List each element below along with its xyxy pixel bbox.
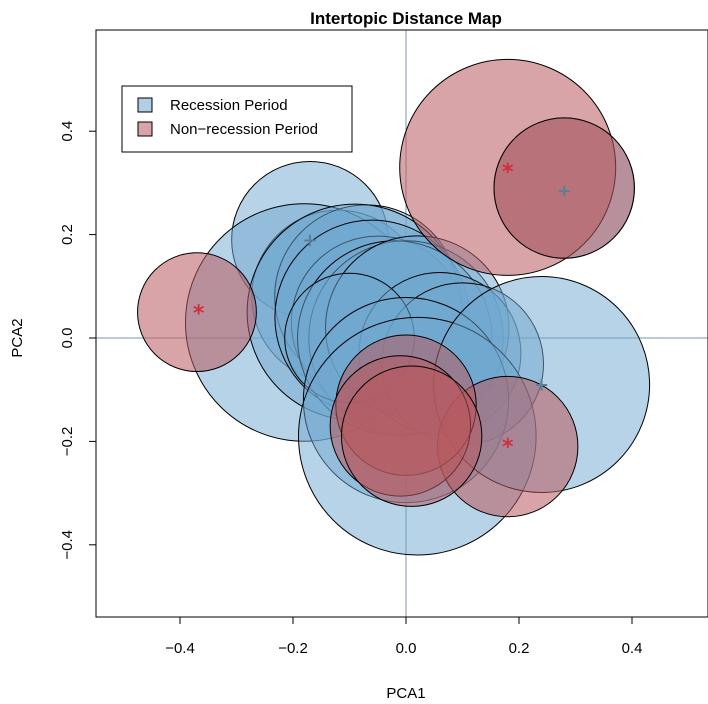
topic-marker-nonrecession-2: * xyxy=(502,160,514,185)
x-tick-label: −0.4 xyxy=(165,640,195,657)
y-tick-label: 0.2 xyxy=(59,224,76,245)
x-tick-label: −0.2 xyxy=(278,640,308,657)
topic-circle-nonrecession-3 xyxy=(493,117,635,259)
legend-swatch xyxy=(137,121,153,137)
topic-markers: + + + * * * xyxy=(193,160,572,460)
y-tick-label: 0.0 xyxy=(59,328,76,349)
x-tick-label: 0.2 xyxy=(509,640,530,657)
y-tick-label: −0.4 xyxy=(59,530,76,560)
chart-title: Intertopic Distance Map xyxy=(310,9,502,28)
topic-circles xyxy=(137,58,651,556)
legend-label: Recession Period xyxy=(170,97,288,114)
x-tick-label: 0.0 xyxy=(396,640,417,657)
legend-box xyxy=(121,85,353,153)
legend-label: Non−recession Period xyxy=(170,121,318,138)
x-tick-label: 0.4 xyxy=(622,640,643,657)
x-axis-label: PCA1 xyxy=(386,685,425,702)
topic-circle-nonrecession-1 xyxy=(137,252,257,373)
topic-marker-recession-1: + xyxy=(302,230,317,251)
plot-frame xyxy=(95,29,708,618)
topic-marker-recession-3: + xyxy=(557,181,572,202)
y-tick-label: 0.4 xyxy=(59,121,76,142)
topic-marker-recession-2: + xyxy=(534,375,549,396)
y-axis: −0.4 −0.2 0.0 0.2 0.4 xyxy=(59,121,96,560)
topic-circle-nonrecession-7 xyxy=(340,365,483,507)
topic-marker-nonrecession-1: * xyxy=(193,302,205,327)
y-axis-label: PCA2 xyxy=(9,318,26,357)
legend: Recession Period Non−recession Period xyxy=(121,85,353,153)
topic-marker-nonrecession-3: * xyxy=(502,435,514,460)
x-axis: −0.4 −0.2 0.0 0.2 0.4 xyxy=(165,617,642,657)
y-tick-label: −0.2 xyxy=(59,427,76,457)
legend-swatch xyxy=(137,97,153,113)
